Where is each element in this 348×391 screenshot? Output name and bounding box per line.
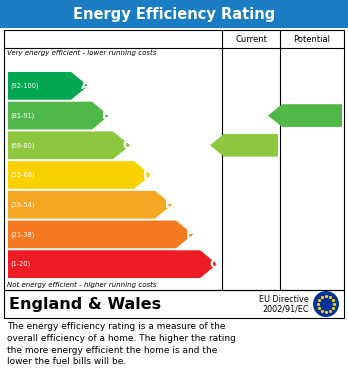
Text: (81-91): (81-91) <box>11 112 35 119</box>
Text: EU Directive: EU Directive <box>259 296 309 305</box>
Polygon shape <box>268 104 342 127</box>
Text: B: B <box>102 109 111 122</box>
Text: A: A <box>80 79 90 92</box>
Text: C: C <box>123 139 132 152</box>
Text: 2002/91/EC: 2002/91/EC <box>262 305 309 314</box>
Polygon shape <box>8 72 88 100</box>
Text: 70: 70 <box>246 139 263 152</box>
Text: Very energy efficient - lower running costs: Very energy efficient - lower running co… <box>7 50 157 56</box>
Polygon shape <box>8 191 172 219</box>
Ellipse shape <box>313 291 339 317</box>
Bar <box>0 0 348 28</box>
Text: 85: 85 <box>307 109 324 122</box>
Bar <box>4 290 344 318</box>
Bar <box>4 30 344 290</box>
Text: (1-20): (1-20) <box>11 261 31 267</box>
Text: Current: Current <box>235 34 267 43</box>
Text: G: G <box>209 258 220 271</box>
Text: (92-100): (92-100) <box>11 83 39 89</box>
Polygon shape <box>8 250 217 278</box>
Text: England & Wales: England & Wales <box>9 296 161 312</box>
Polygon shape <box>8 102 109 129</box>
Text: E: E <box>165 198 174 211</box>
Text: F: F <box>186 228 195 241</box>
Text: Energy Efficiency Rating: Energy Efficiency Rating <box>73 7 275 22</box>
Text: D: D <box>143 169 153 181</box>
Polygon shape <box>8 131 130 159</box>
Text: The energy efficiency rating is a measure of the
overall efficiency of a home. T: The energy efficiency rating is a measur… <box>7 322 236 366</box>
Text: (39-54): (39-54) <box>11 201 35 208</box>
Text: Potential: Potential <box>293 34 331 43</box>
Text: (69-80): (69-80) <box>11 142 35 149</box>
Text: (55-68): (55-68) <box>11 172 35 178</box>
Text: (21-38): (21-38) <box>11 231 35 238</box>
Polygon shape <box>8 221 193 248</box>
Text: Not energy efficient - higher running costs: Not energy efficient - higher running co… <box>7 282 157 288</box>
Polygon shape <box>210 134 278 157</box>
Polygon shape <box>8 161 151 189</box>
